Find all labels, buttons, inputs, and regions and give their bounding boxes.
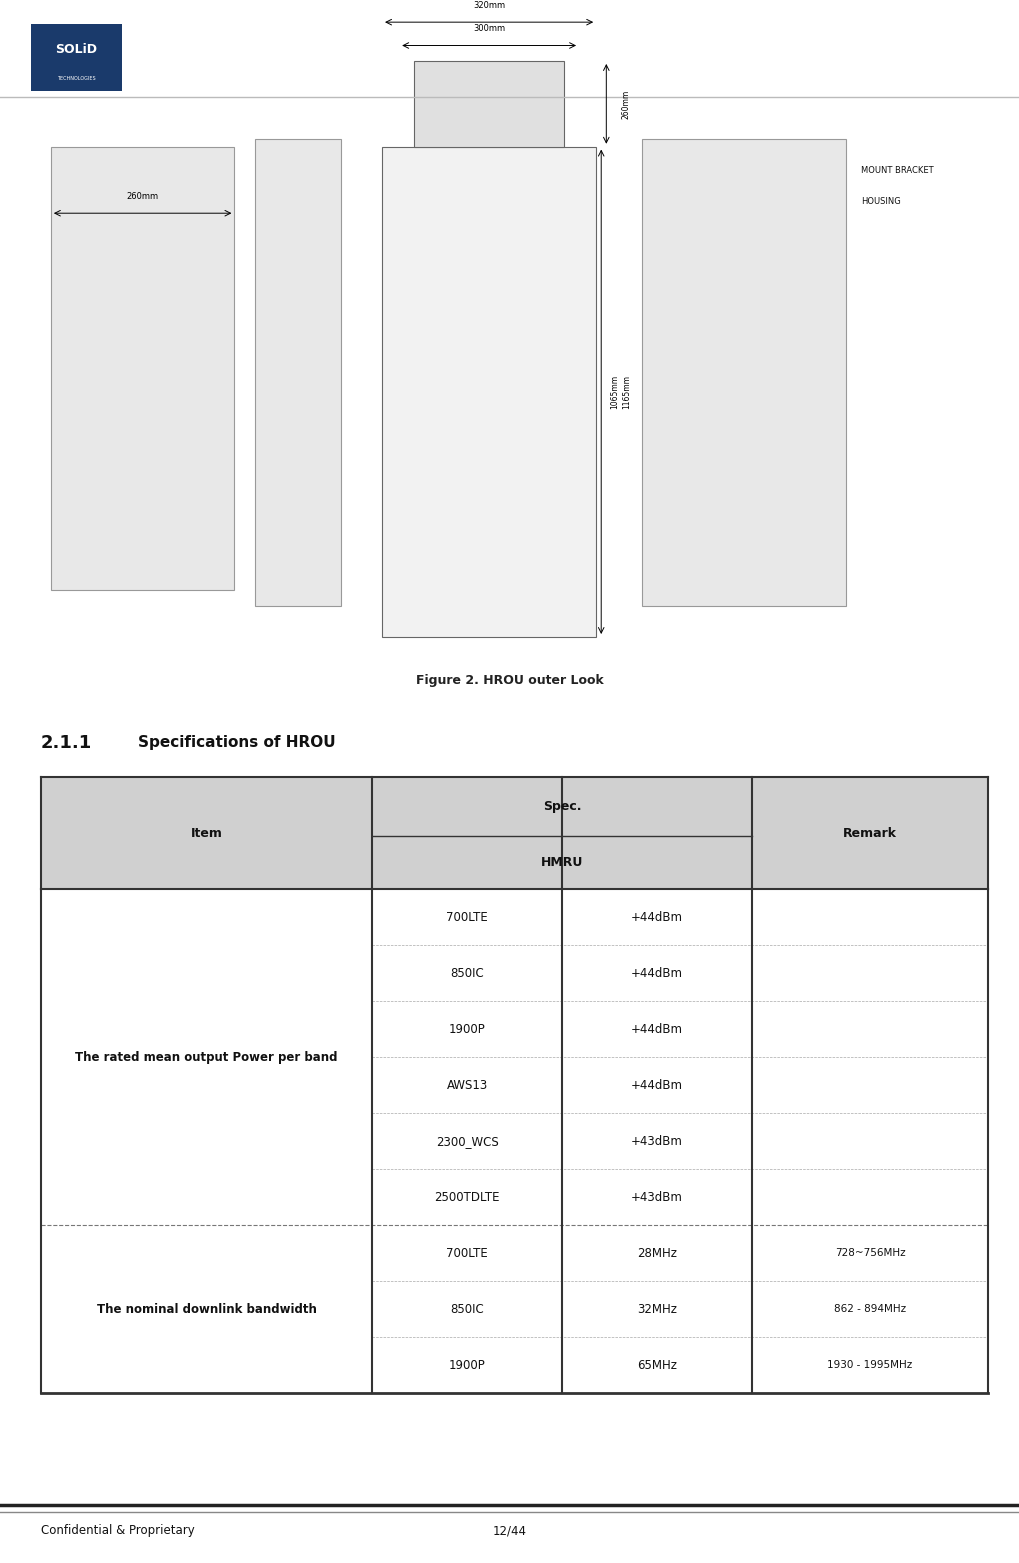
Bar xyxy=(372,777,561,836)
Text: The rated mean output Power per band: The rated mean output Power per band xyxy=(75,1050,338,1064)
Text: +44dBm: +44dBm xyxy=(631,1078,683,1091)
Text: Figure 2. HROU outer Look: Figure 2. HROU outer Look xyxy=(416,674,603,688)
Text: +44dBm: +44dBm xyxy=(631,966,683,980)
Text: 260mm: 260mm xyxy=(126,192,159,200)
Bar xyxy=(751,836,988,889)
Bar xyxy=(642,139,846,606)
Text: 28MHz: 28MHz xyxy=(637,1247,677,1260)
Text: 1165mm: 1165mm xyxy=(623,375,632,410)
Text: 850IC: 850IC xyxy=(450,1304,484,1316)
Text: AWS13: AWS13 xyxy=(446,1078,488,1091)
Text: +44dBm: +44dBm xyxy=(631,911,683,924)
Bar xyxy=(31,23,122,91)
Text: Spec.: Spec. xyxy=(543,800,581,813)
Bar xyxy=(382,147,596,638)
Text: Item: Item xyxy=(191,827,222,839)
Text: 2300_WCS: 2300_WCS xyxy=(436,1135,498,1147)
Text: The nominal downlink bandwidth: The nominal downlink bandwidth xyxy=(97,1304,317,1316)
Text: 1930 - 1995MHz: 1930 - 1995MHz xyxy=(827,1360,913,1371)
Text: 300mm: 300mm xyxy=(473,23,505,33)
Text: 728~756MHz: 728~756MHz xyxy=(835,1249,905,1258)
Text: +43dBm: +43dBm xyxy=(631,1135,683,1147)
Bar xyxy=(255,139,341,606)
Text: 12/44: 12/44 xyxy=(492,1524,527,1536)
Text: 850IC: 850IC xyxy=(450,966,484,980)
Text: +43dBm: +43dBm xyxy=(631,1191,683,1204)
Text: Confidential & Proprietary: Confidential & Proprietary xyxy=(41,1524,195,1536)
Bar xyxy=(41,836,372,889)
Text: 2500TDLTE: 2500TDLTE xyxy=(434,1191,500,1204)
Text: +44dBm: +44dBm xyxy=(631,1022,683,1036)
Bar xyxy=(561,777,751,836)
Text: HMRU: HMRU xyxy=(541,857,583,869)
Text: 1900P: 1900P xyxy=(448,1022,486,1036)
Bar xyxy=(51,147,234,591)
Text: TECHNOLOGIES: TECHNOLOGIES xyxy=(57,77,96,81)
Text: 260mm: 260mm xyxy=(622,91,631,119)
Bar xyxy=(561,836,751,889)
Text: Specifications of HROU: Specifications of HROU xyxy=(138,735,335,750)
Bar xyxy=(414,61,564,147)
Text: 32MHz: 32MHz xyxy=(637,1304,677,1316)
Text: 700LTE: 700LTE xyxy=(446,1247,488,1260)
Text: MOUNT BRACKET: MOUNT BRACKET xyxy=(861,166,933,175)
Text: SOLiD: SOLiD xyxy=(55,42,98,56)
Text: 320mm: 320mm xyxy=(473,0,505,9)
Text: 65MHz: 65MHz xyxy=(637,1358,677,1372)
Bar xyxy=(751,777,988,836)
Text: HOUSING: HOUSING xyxy=(861,197,901,206)
Bar xyxy=(41,777,372,836)
Text: 2.1.1: 2.1.1 xyxy=(41,733,92,752)
Text: 862 - 894MHz: 862 - 894MHz xyxy=(834,1304,906,1314)
Text: 700LTE: 700LTE xyxy=(446,911,488,924)
Text: 1900P: 1900P xyxy=(448,1358,486,1372)
Text: 1065mm: 1065mm xyxy=(610,375,620,410)
Bar xyxy=(372,836,561,889)
Text: Remark: Remark xyxy=(843,827,897,839)
